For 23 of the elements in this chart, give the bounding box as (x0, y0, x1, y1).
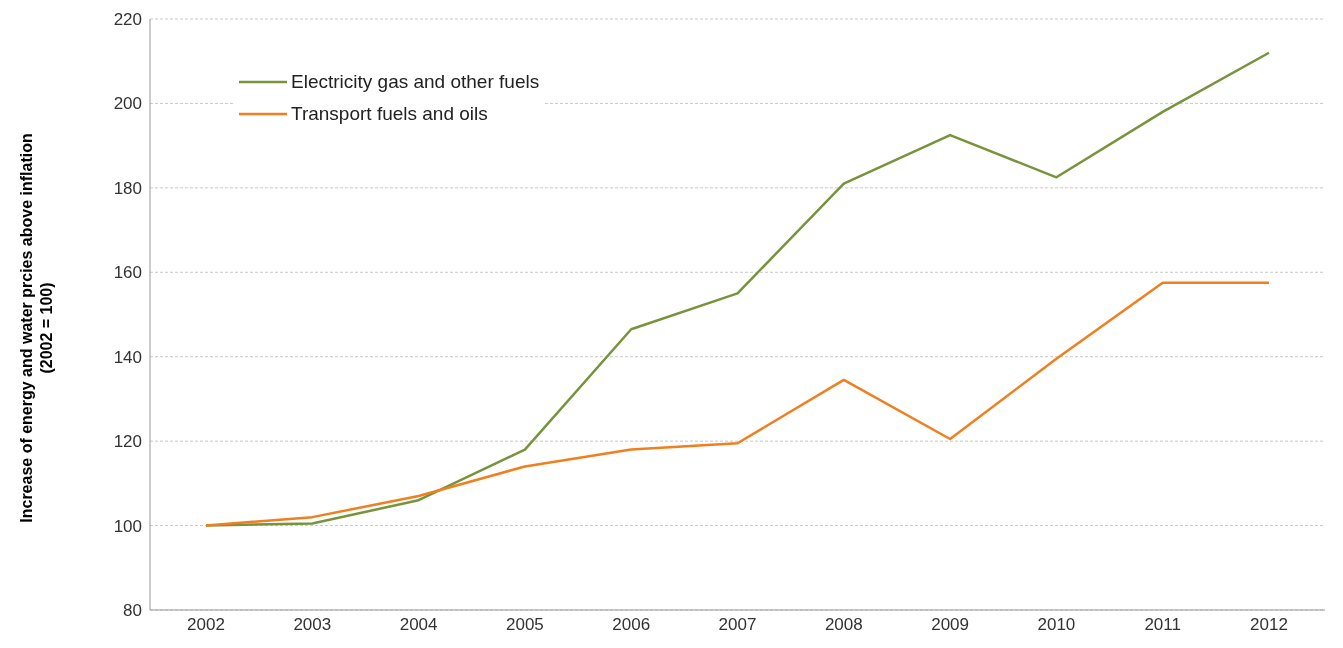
legend-label: Transport fuels and oils (291, 102, 488, 126)
x-tick-label: 2009 (931, 615, 970, 635)
y-axis-title: Increase of energy and water prcies above inflation (2002 = 100) (18, 133, 55, 523)
x-tick-label: 2012 (1250, 615, 1288, 635)
x-tick-label: 2006 (612, 615, 651, 635)
x-tick-label: 2004 (399, 615, 438, 635)
x-tick-label: 2002 (187, 615, 225, 635)
x-tick-label: 2005 (505, 615, 544, 635)
y-tick-label: 160 (113, 263, 142, 283)
x-tick-label: 2007 (718, 615, 757, 635)
legend-label: Electricity gas and other fuels (291, 70, 540, 94)
y-tick-label: 80 (123, 601, 142, 621)
y-tick-label: 200 (113, 94, 142, 114)
line-series (204, 281, 1271, 527)
x-tick-label: 2010 (1037, 615, 1076, 635)
y-tick-label: 120 (113, 432, 142, 452)
x-tick-label: 2011 (1144, 615, 1181, 635)
y-tick-label: 100 (113, 516, 142, 536)
x-tick-label: 2008 (824, 615, 863, 635)
y-tick-label: 220 (113, 10, 142, 30)
y-tick-label: 140 (113, 347, 142, 367)
x-tick-label: 2003 (293, 615, 332, 635)
y-tick-label: 180 (113, 178, 142, 198)
